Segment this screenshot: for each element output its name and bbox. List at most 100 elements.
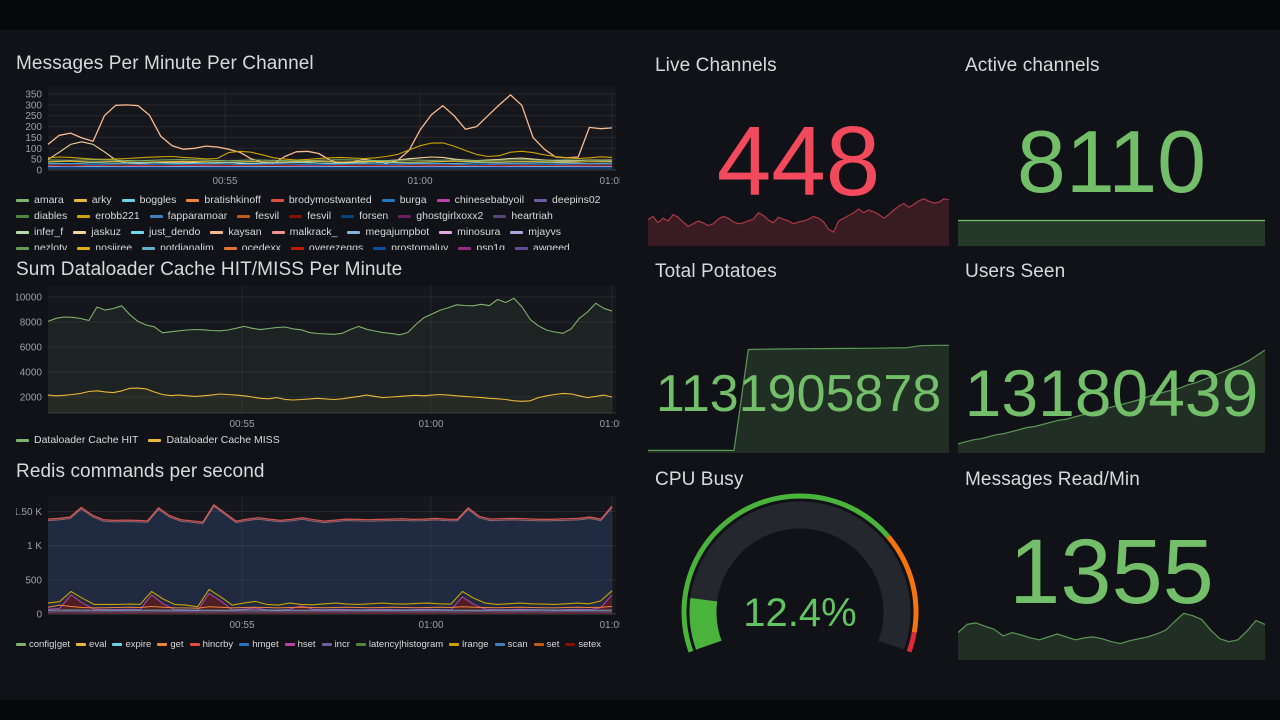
- legend-color-dash: [341, 214, 355, 218]
- legend-color-dash: [510, 230, 524, 234]
- legend-item[interactable]: lrange: [449, 638, 489, 650]
- legend-item[interactable]: eval: [76, 638, 106, 650]
- svg-text:01:00: 01:00: [418, 620, 443, 631]
- legend-item[interactable]: mjayvs: [510, 226, 561, 238]
- legend-item[interactable]: chinesebabyoil: [436, 194, 524, 206]
- cpu-busy-gauge[interactable]: 12.4%: [670, 490, 930, 658]
- legend-item[interactable]: hmget: [239, 638, 279, 650]
- legend-item[interactable]: megajumpbot: [347, 226, 429, 238]
- legend-label: eval: [89, 638, 107, 650]
- legend-item[interactable]: boggles: [121, 194, 176, 206]
- panel-title[interactable]: Active channels: [965, 55, 1100, 76]
- legend-item[interactable]: fapparamoar: [149, 210, 227, 222]
- legend-item[interactable]: nosiiree: [77, 242, 132, 250]
- legend-item[interactable]: notdianalim: [142, 242, 214, 250]
- legend-item[interactable]: just_dendo: [130, 226, 201, 238]
- legend-item[interactable]: kaysan: [210, 226, 262, 238]
- live-channels-sparkline[interactable]: [648, 196, 949, 246]
- legend-label: malkrack_: [289, 226, 338, 238]
- legend-item[interactable]: prostomaluy: [373, 242, 448, 250]
- legend-item[interactable]: fesvil: [289, 210, 331, 222]
- legend-item[interactable]: Dataloader Cache MISS: [148, 434, 280, 446]
- messages-legend: amara arky boggles bratishkinoff brodymostwa…: [16, 194, 620, 250]
- legend-item[interactable]: latency|histogram: [355, 638, 444, 650]
- legend-item[interactable]: ocedexx: [223, 242, 281, 250]
- legend-item[interactable]: incr: [321, 638, 350, 650]
- legend-item[interactable]: get: [157, 638, 184, 650]
- legend-item[interactable]: expire: [112, 638, 151, 650]
- legend-item[interactable]: nezlotv: [16, 242, 67, 250]
- legend-label: infer_f: [34, 226, 64, 238]
- legend-label: setex: [578, 638, 602, 650]
- legend-item[interactable]: brodymostwanted: [270, 194, 372, 206]
- panel-title[interactable]: Messages Read/Min: [965, 469, 1140, 490]
- legend-item[interactable]: arky: [73, 194, 112, 206]
- legend-item[interactable]: Dataloader Cache HIT: [16, 434, 138, 446]
- legend-color-dash: [239, 642, 250, 646]
- svg-text:0: 0: [36, 166, 42, 177]
- legend-item[interactable]: ghostgirlxoxx2: [398, 210, 483, 222]
- total-potatoes-sparkline[interactable]: [648, 340, 949, 453]
- legend-item[interactable]: hincrby: [189, 638, 233, 650]
- legend-label: psp1g: [476, 242, 505, 250]
- legend-label: brodymostwanted: [288, 194, 372, 206]
- dataloader-chart[interactable]: 2000 4000 6000 8000 10000 00:55 01:00 01:05: [16, 284, 620, 432]
- legend-item[interactable]: jaskuz: [73, 226, 121, 238]
- panel-title[interactable]: Redis commands per second: [16, 461, 265, 482]
- legend-item[interactable]: set: [533, 638, 560, 650]
- legend-color-dash: [73, 230, 87, 234]
- legend-item[interactable]: hset: [284, 638, 316, 650]
- legend-item[interactable]: diables: [16, 210, 67, 222]
- legend-label: set: [546, 638, 560, 650]
- users-seen-sparkline[interactable]: [958, 347, 1265, 453]
- panel-title[interactable]: CPU Busy: [655, 469, 744, 490]
- svg-text:01:05: 01:05: [599, 620, 620, 631]
- legend-color-dash: [534, 198, 548, 202]
- redis-chart[interactable]: 0 500 1 K 1.50 K 00:55 01:00 01:05: [16, 494, 620, 634]
- legend-item[interactable]: config|get: [16, 638, 70, 650]
- legend-color-dash: [16, 198, 29, 202]
- legend-color-dash: [130, 230, 144, 234]
- legend-item[interactable]: burga: [381, 194, 427, 206]
- panel-dataloader-cache: Sum Dataloader Cache HIT/MISS Per Minute…: [16, 252, 620, 452]
- legend-label: hmget: [252, 638, 279, 650]
- active-channels-sparkline[interactable]: [958, 218, 1265, 246]
- panel-title[interactable]: Total Potatoes: [655, 261, 777, 282]
- legend-item[interactable]: psp1g: [458, 242, 505, 250]
- legend-item[interactable]: awgeed: [514, 242, 570, 250]
- legend-item[interactable]: heartriah: [493, 210, 553, 222]
- panel-title[interactable]: Messages Per Minute Per Channel: [16, 53, 314, 74]
- legend-item[interactable]: bratishkinoff: [186, 194, 261, 206]
- legend-item[interactable]: deepins02: [534, 194, 601, 206]
- panel-title[interactable]: Live Channels: [655, 55, 777, 76]
- legend-item[interactable]: malkrack_: [271, 226, 338, 238]
- dataloader-legend: Dataloader Cache HIT Dataloader Cache MIS…: [16, 434, 620, 450]
- legend-label: deepins02: [552, 194, 601, 206]
- legend-label: minosura: [457, 226, 501, 238]
- legend-label: just_dendo: [148, 226, 201, 238]
- legend-color-dash: [514, 246, 528, 250]
- panel-title[interactable]: Sum Dataloader Cache HIT/MISS Per Minute: [16, 259, 403, 280]
- legend-label: erobb221: [95, 210, 140, 222]
- legend-color-dash: [290, 246, 304, 250]
- legend-item[interactable]: infer_f: [16, 226, 63, 238]
- legend-item[interactable]: overezeggs: [290, 242, 363, 250]
- legend-item[interactable]: scan: [494, 638, 528, 650]
- legend-color-dash: [223, 246, 237, 250]
- legend-label: nosiiree: [95, 242, 133, 250]
- messages-read-sparkline[interactable]: [958, 608, 1265, 660]
- legend-color-dash: [16, 246, 29, 250]
- legend-item[interactable]: setex: [565, 638, 601, 650]
- legend-item[interactable]: amara: [16, 194, 64, 206]
- legend-item[interactable]: minosura: [439, 226, 500, 238]
- legend-label: latency|histogram: [368, 638, 444, 650]
- svg-text:0: 0: [36, 610, 42, 621]
- panel-title[interactable]: Users Seen: [965, 261, 1066, 282]
- legend-item[interactable]: forsen: [341, 210, 388, 222]
- legend-item[interactable]: fesvil: [237, 210, 279, 222]
- svg-text:350: 350: [25, 90, 42, 101]
- legend-color-dash: [284, 642, 295, 646]
- legend-item[interactable]: erobb221: [77, 210, 140, 222]
